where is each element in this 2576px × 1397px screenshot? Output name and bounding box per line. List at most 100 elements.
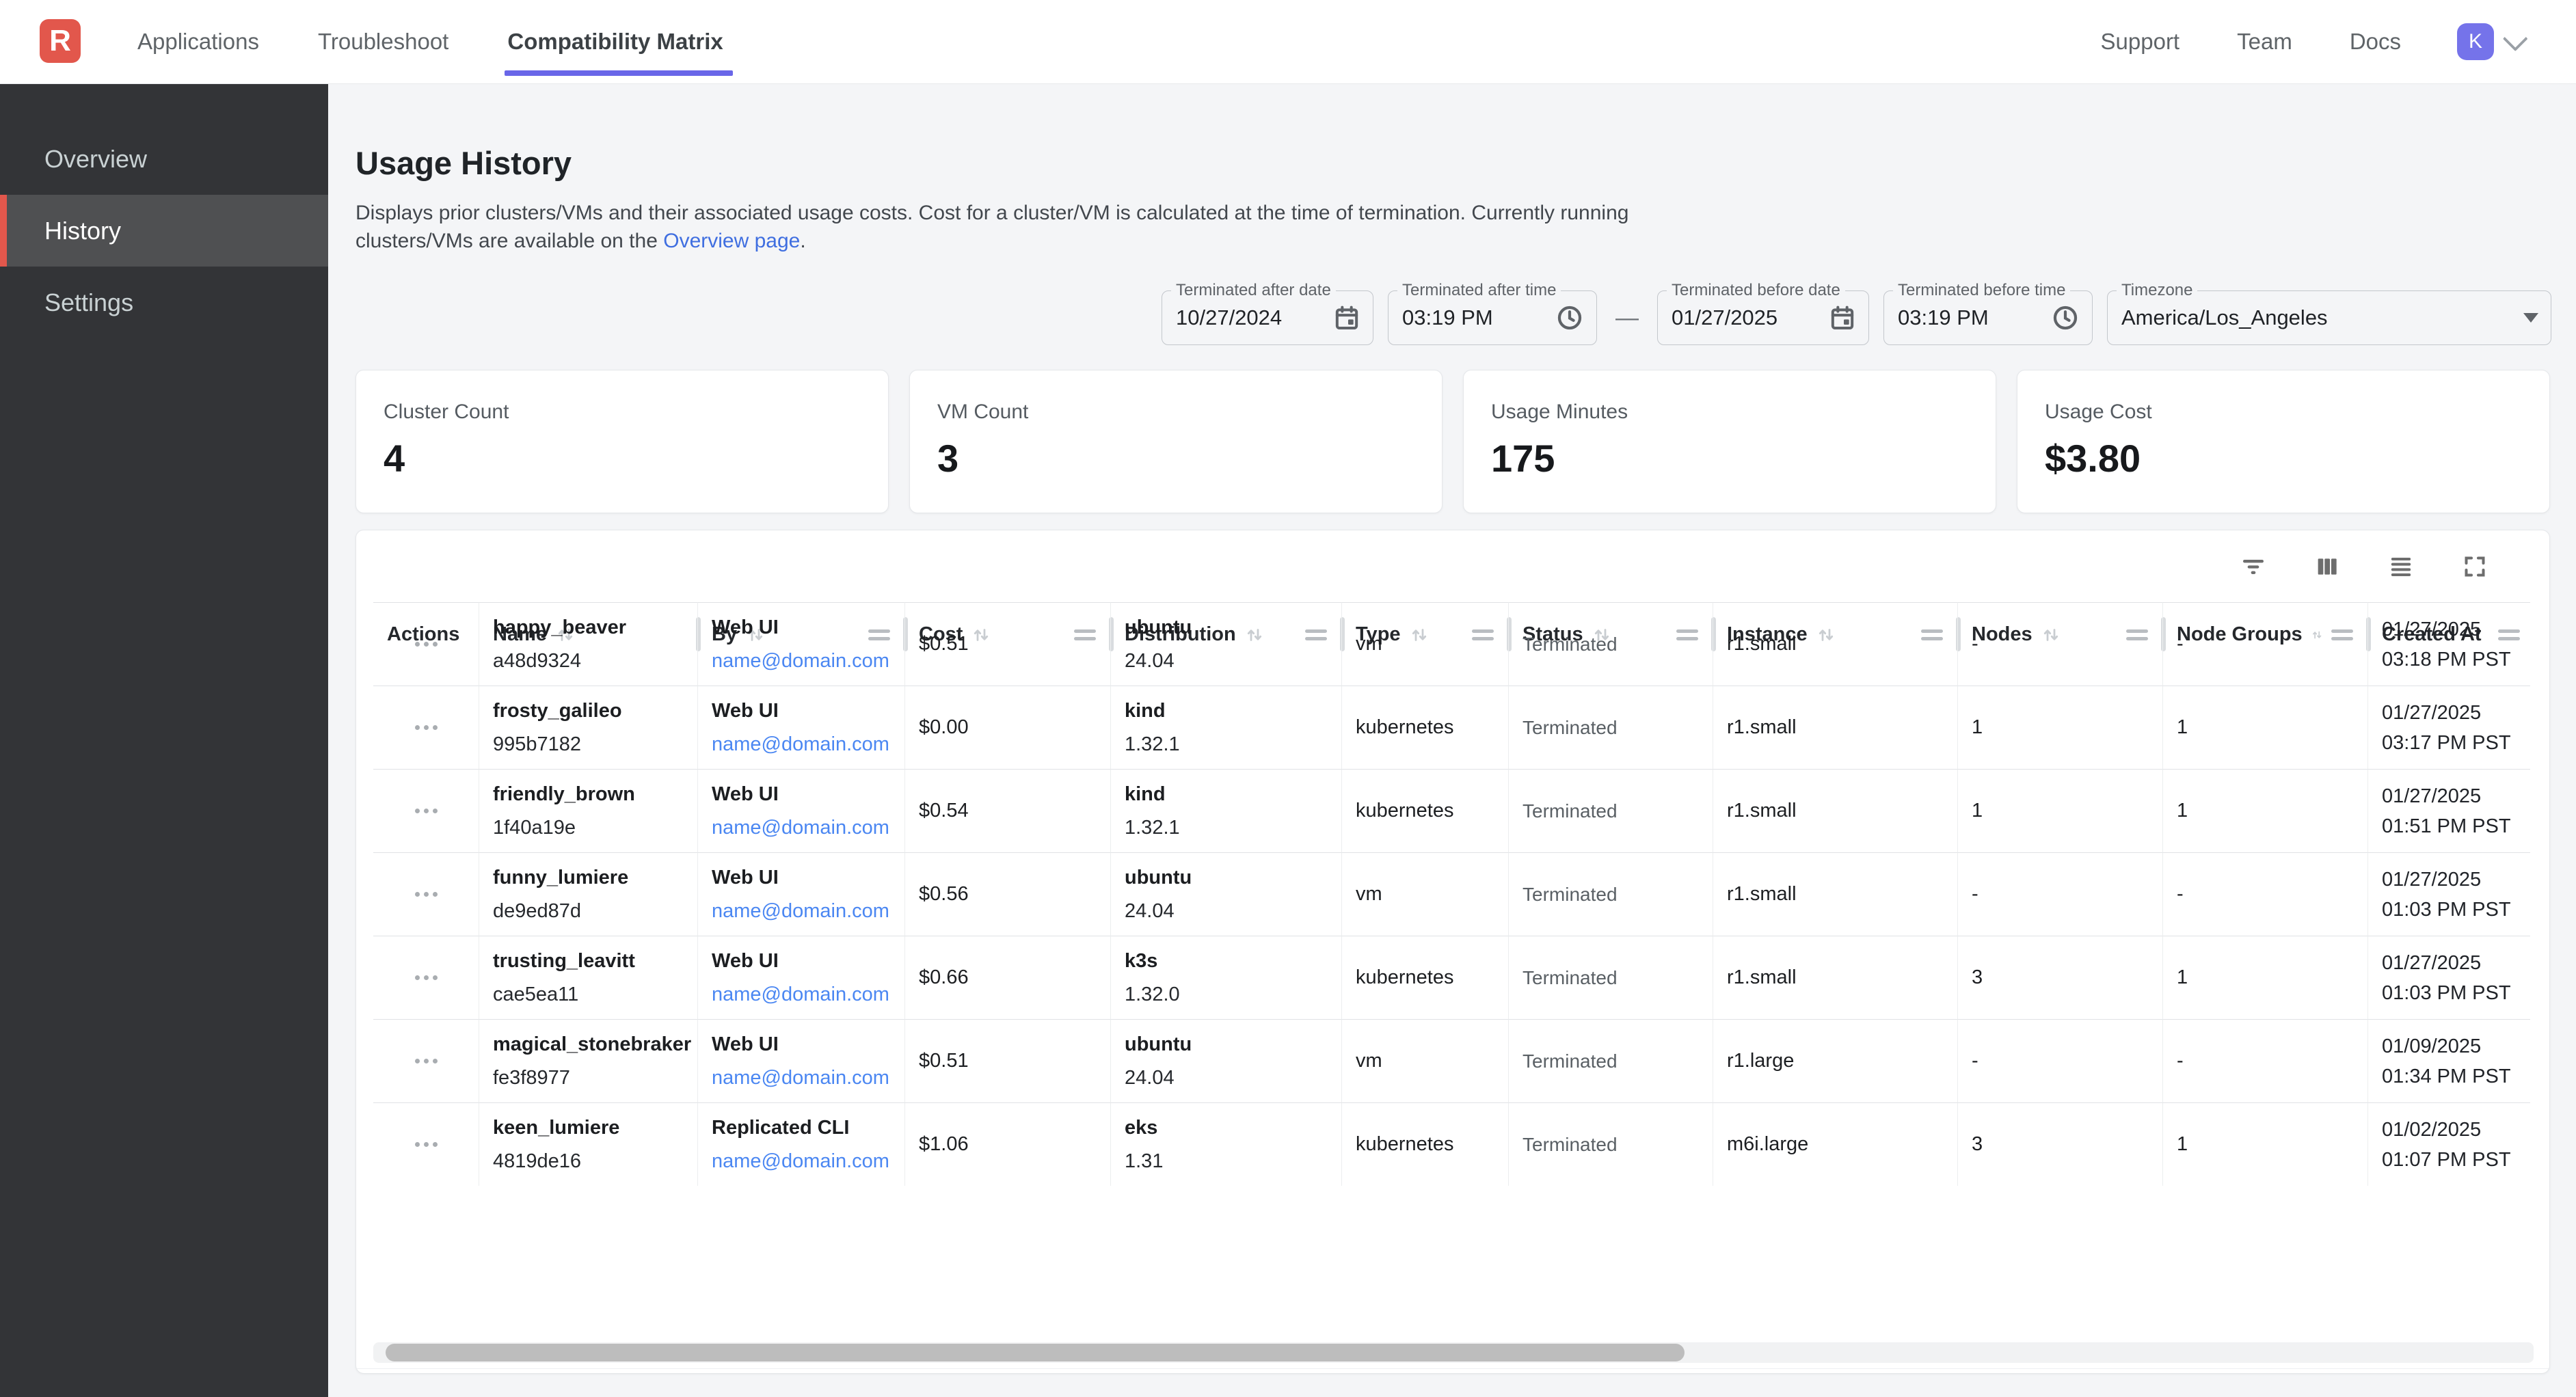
nav-item-troubleshoot[interactable]: Troubleshoot xyxy=(317,29,449,54)
sort-icon[interactable] xyxy=(1592,625,1612,645)
column-header-created-at[interactable]: Created At xyxy=(2368,602,2530,667)
row-actions-button[interactable] xyxy=(373,936,479,1019)
status-badge: Terminated xyxy=(1522,1133,1618,1155)
created-by-source: Web UI xyxy=(712,616,779,638)
created-time: 03:18 PM PST xyxy=(2382,648,2511,670)
column-resize-handle[interactable] xyxy=(1921,629,1943,640)
terminated-after-date-field[interactable]: Terminated after date 10/27/2024 xyxy=(1162,281,1373,345)
filter-icon[interactable] xyxy=(2232,545,2275,588)
node-groups-cell: - xyxy=(2163,852,2368,936)
created-by-email-link[interactable]: name@domain.com xyxy=(712,733,889,755)
column-resize-handle[interactable] xyxy=(2497,629,2520,640)
instance-cell: r1.small xyxy=(1713,769,1958,852)
clock-icon[interactable] xyxy=(1555,303,1584,332)
created-by-email-link[interactable]: name@domain.com xyxy=(712,649,889,672)
sort-icon[interactable] xyxy=(1409,625,1430,645)
row-actions-button[interactable] xyxy=(373,1102,479,1186)
nav-item-team[interactable]: Team xyxy=(2237,29,2292,54)
nav-item-applications[interactable]: Applications xyxy=(137,29,259,54)
created-time: 01:51 PM PST xyxy=(2382,815,2511,837)
type-value: kubernetes xyxy=(1356,716,1454,738)
column-header-cost[interactable]: Cost xyxy=(905,602,1114,667)
secondary-nav: Support Team Docs K xyxy=(2099,0,2528,83)
created-by-email-link[interactable]: name@domain.com xyxy=(712,816,889,839)
calendar-icon[interactable] xyxy=(1829,304,1856,331)
row-actions-button[interactable] xyxy=(373,1019,479,1102)
row-actions-button[interactable] xyxy=(373,686,479,769)
field-value: America/Los_Angeles xyxy=(2121,306,2328,329)
page-description: Displays prior clusters/VMs and their as… xyxy=(355,199,1654,255)
distribution-name: ubuntu xyxy=(1125,616,1192,638)
column-resize-handle[interactable] xyxy=(2126,629,2148,640)
cost-value: $0.00 xyxy=(919,716,969,738)
terminated-before-date-field[interactable]: Terminated before date 01/27/2025 xyxy=(1657,281,1869,345)
column-resize-handle[interactable] xyxy=(1676,629,1698,640)
show-hide-columns-icon[interactable] xyxy=(2306,545,2348,588)
sort-icon[interactable] xyxy=(1816,625,1836,645)
nav-item-compatibility-matrix[interactable]: Compatibility Matrix xyxy=(505,29,733,76)
column-resize-handle[interactable] xyxy=(1074,629,1096,640)
distribution-cell: kind 1.32.1 xyxy=(1111,686,1342,769)
created-date: 01/27/2025 xyxy=(2382,868,2482,891)
instance-cell: r1.small xyxy=(1713,686,1958,769)
row-actions-button[interactable] xyxy=(373,852,479,936)
created-by-email-link[interactable]: name@domain.com xyxy=(712,1066,889,1089)
column-header-distribution[interactable]: Distribution xyxy=(1111,602,1345,667)
created-by-email-link[interactable]: name@domain.com xyxy=(712,983,889,1005)
stat-label: Cluster Count xyxy=(384,401,509,423)
sidebar-item-overview[interactable]: Overview xyxy=(44,144,148,173)
distribution-cell: ubuntu 24.04 xyxy=(1111,1019,1342,1102)
calendar-icon[interactable] xyxy=(1333,304,1360,331)
column-label: Name xyxy=(493,623,547,645)
horizontal-scrollbar-thumb[interactable] xyxy=(386,1344,1685,1361)
created-by-email-link[interactable]: name@domain.com xyxy=(712,899,889,922)
timezone-select[interactable]: Timezone America/Los_Angeles xyxy=(2107,281,2551,345)
terminated-before-time-field[interactable]: Terminated before time 03:19 PM xyxy=(1883,281,2093,345)
terminated-after-time-field[interactable]: Terminated after time 03:19 PM xyxy=(1388,281,1597,345)
density-icon[interactable] xyxy=(2380,545,2422,588)
column-label: Status xyxy=(1522,623,1583,645)
name-cell: trusting_leavitt cae5ea11 xyxy=(479,936,698,1019)
avatar[interactable]: K xyxy=(2457,23,2494,60)
created-by-source: Web UI xyxy=(712,783,779,805)
fullscreen-icon[interactable] xyxy=(2454,545,2496,588)
column-separator xyxy=(1507,617,1512,651)
sidebar-item-settings[interactable]: Settings xyxy=(44,288,134,316)
column-separator xyxy=(1956,617,1961,651)
created-by-email-link[interactable]: name@domain.com xyxy=(712,1150,889,1172)
column-header-name[interactable]: Name xyxy=(479,602,701,667)
type-value: kubernetes xyxy=(1356,1133,1454,1155)
name-cell: magical_stonebraker fe3f8977 xyxy=(479,1019,698,1102)
sort-icon[interactable] xyxy=(2311,625,2323,645)
row-actions-button[interactable] xyxy=(373,769,479,852)
sort-icon[interactable] xyxy=(1244,625,1265,645)
column-resize-handle[interactable] xyxy=(868,629,890,640)
sort-icon[interactable] xyxy=(971,625,991,645)
sort-icon[interactable] xyxy=(2041,625,2061,645)
account-menu[interactable]: K xyxy=(2457,23,2528,60)
field-value: 03:19 PM xyxy=(1898,306,1989,329)
row-actions-button[interactable] xyxy=(373,602,479,686)
column-resize-handle[interactable] xyxy=(1305,629,1327,640)
stat-value: 175 xyxy=(1491,437,1555,480)
nav-item-support[interactable]: Support xyxy=(2100,29,2180,54)
sort-icon[interactable] xyxy=(745,625,766,645)
column-header-node-groups[interactable]: Node Groups xyxy=(2163,602,2371,667)
clock-icon[interactable] xyxy=(2051,303,2080,332)
column-resize-handle[interactable] xyxy=(1472,629,1494,640)
column-header-by[interactable]: By xyxy=(698,602,908,667)
by-cell: Web UI name@domain.com xyxy=(698,852,905,936)
sidebar-item-history[interactable]: History xyxy=(0,195,328,267)
distribution-version: 24.04 xyxy=(1125,649,1175,672)
column-header-instance[interactable]: Instance xyxy=(1713,602,1961,667)
sort-icon[interactable] xyxy=(555,625,576,645)
nav-item-docs[interactable]: Docs xyxy=(2349,29,2401,54)
column-header-nodes[interactable]: Nodes xyxy=(1958,602,2166,667)
nodes-cell: 3 xyxy=(1958,936,2163,1019)
replicated-logo[interactable]: R xyxy=(40,19,81,63)
overview-page-link[interactable]: Overview page xyxy=(663,230,801,252)
column-resize-handle[interactable] xyxy=(2331,629,2353,640)
column-header-type[interactable]: Type xyxy=(1342,602,1512,667)
column-header-status[interactable]: Status xyxy=(1509,602,1716,667)
horizontal-scrollbar-track[interactable] xyxy=(373,1342,2534,1363)
